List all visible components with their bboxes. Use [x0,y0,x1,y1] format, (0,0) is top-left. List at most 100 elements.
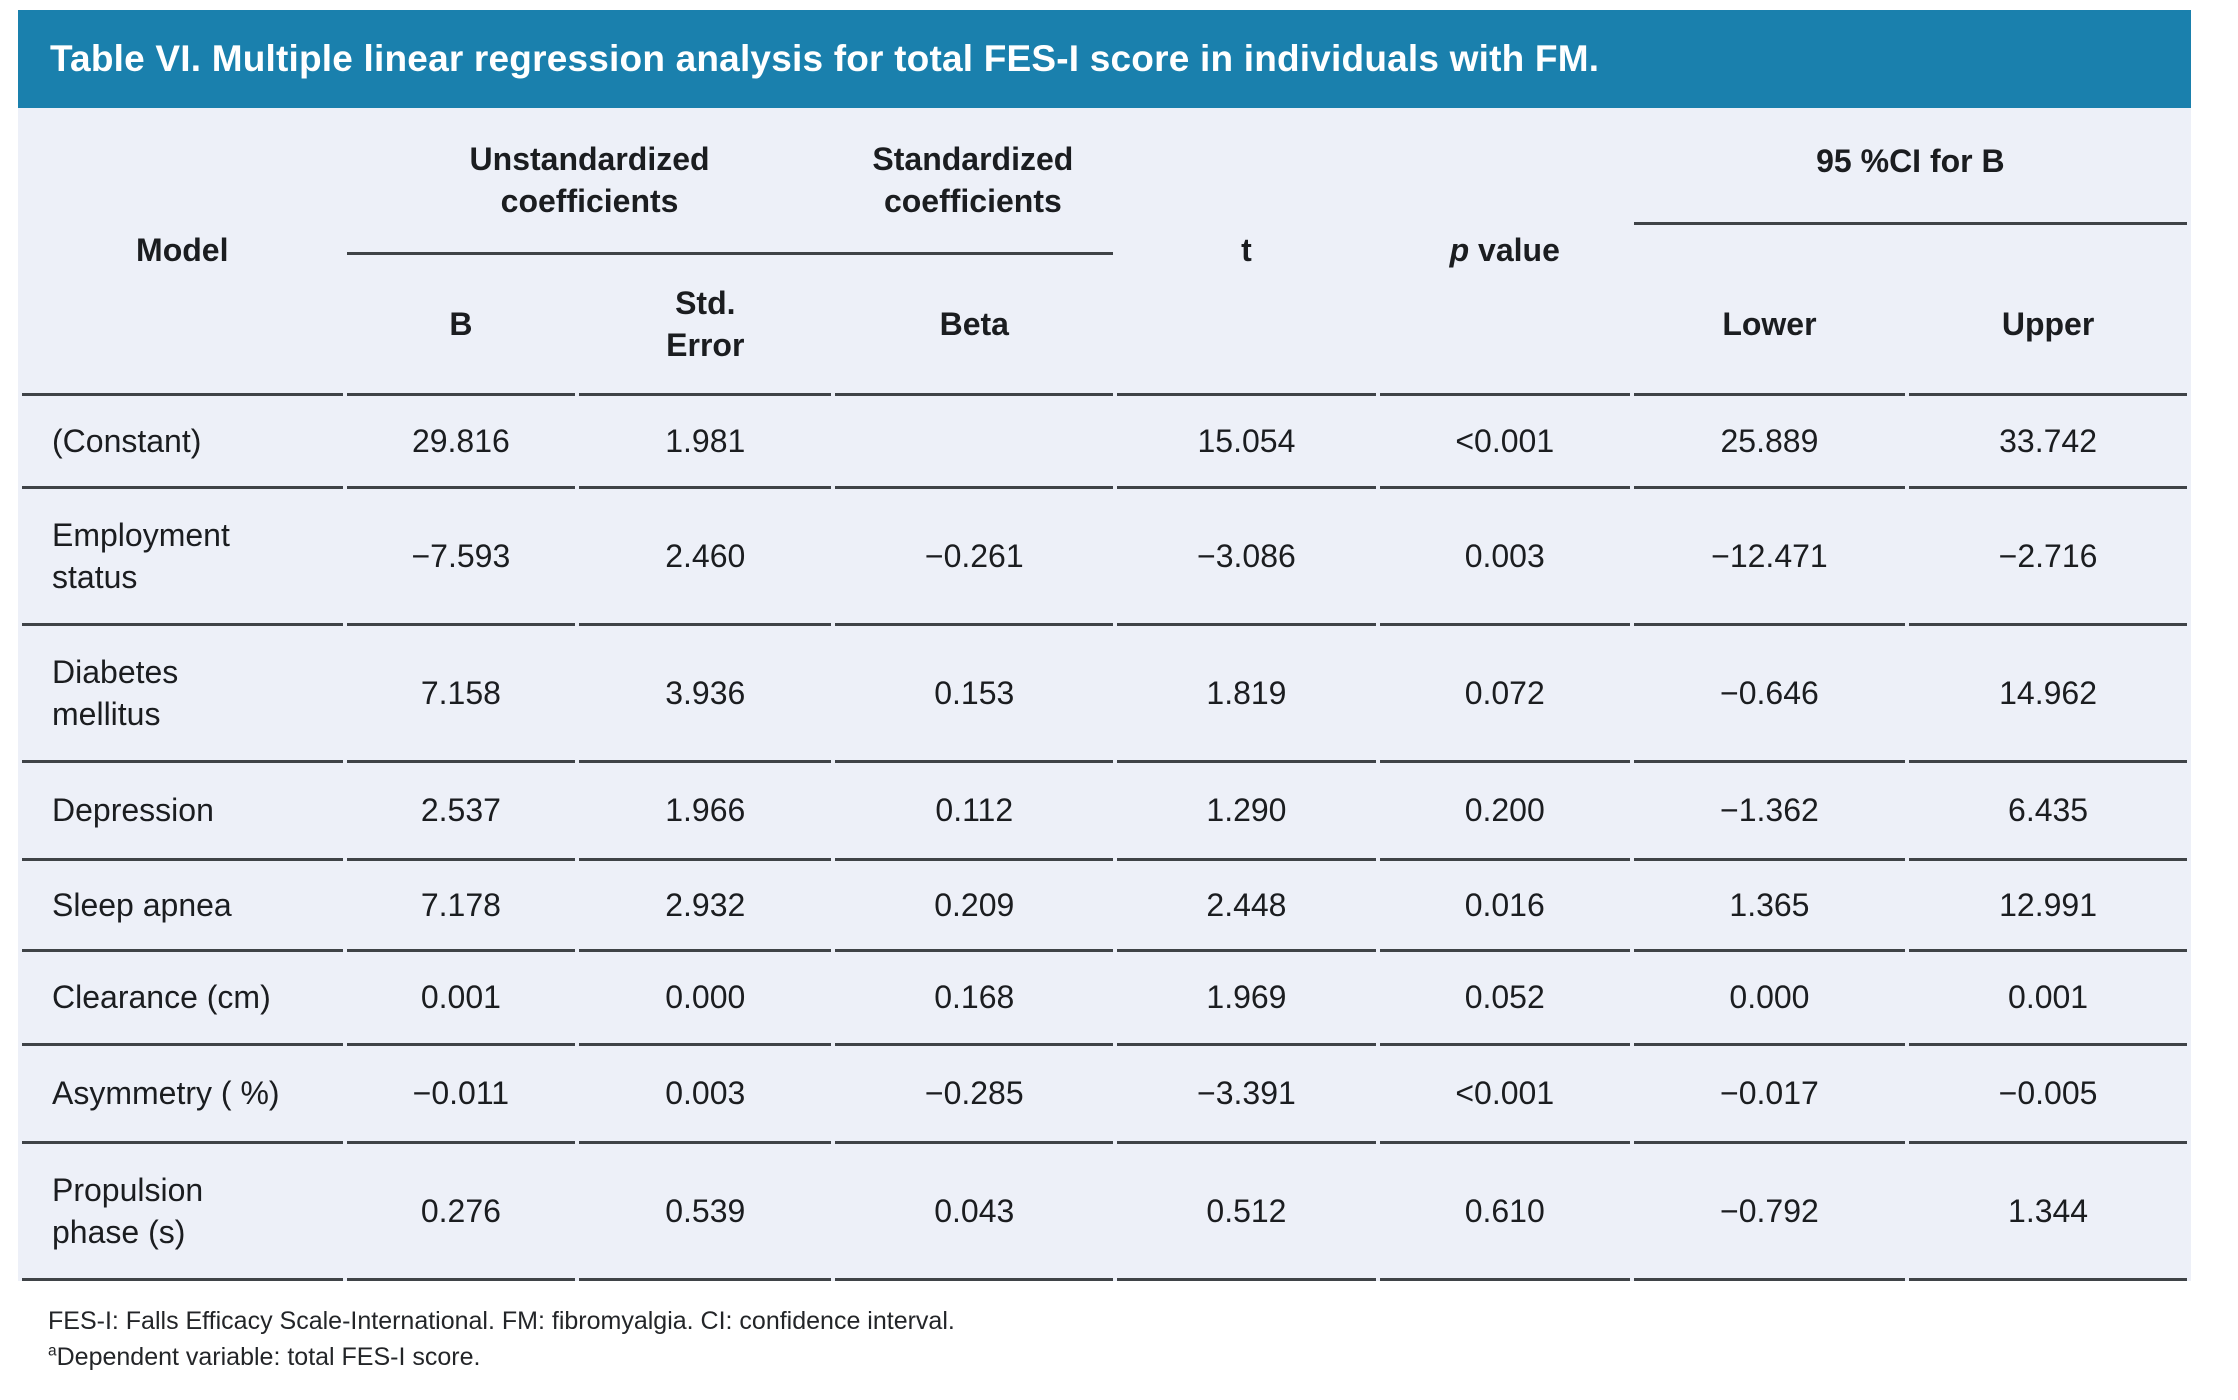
b-cell: 2.537 [346,760,576,858]
lower-cell: 25.889 [1633,393,1906,486]
std-error-cell: 1.981 [579,393,832,486]
t-cell: −3.086 [1117,486,1376,623]
table-body: (Constant) 29.816 1.981 15.054 <0.001 25… [22,393,2187,1281]
group-header-standardized: Standardized coefficients [872,140,1074,219]
model-cell: Propulsion phase (s) [22,1141,343,1281]
b-cell: −0.011 [346,1043,576,1141]
column-header-std-error: Std. Error [666,284,745,363]
t-cell: 15.054 [1117,393,1376,486]
beta-cell: 0.153 [835,623,1114,760]
std-error-cell: 0.539 [579,1141,832,1281]
column-header-t: t [1241,232,1252,269]
lower-cell: 1.365 [1633,858,1906,949]
upper-cell: 14.962 [1909,623,2187,760]
b-cell: 29.816 [346,393,576,486]
column-header-lower: Lower [1722,305,1817,342]
column-header-model: Model [136,232,229,269]
footnote-abbreviations: FES-I: Falls Efficacy Scale-Internationa… [48,1307,955,1335]
p-cell: 0.003 [1379,486,1630,623]
column-header-b: B [449,305,473,342]
beta-cell: 0.168 [835,949,1114,1043]
p-cell: 0.072 [1379,623,1630,760]
beta-cell: −0.261 [835,486,1114,623]
t-cell: 1.969 [1117,949,1376,1043]
std-error-cell: 2.460 [579,486,832,623]
beta-cell [835,393,1114,486]
t-cell: 1.819 [1117,623,1376,760]
footnote-superscript-a: a [48,1342,57,1360]
model-cell: Clearance (cm) [22,949,343,1043]
ci-label: 95 %CI for B [1816,143,2005,179]
table-row: Clearance (cm) 0.001 0.000 0.168 1.969 0… [22,949,2187,1043]
beta-cell: 0.112 [835,760,1114,858]
table-header: Model Unstandardized coefficients Standa… [22,108,2187,393]
t-cell: 1.290 [1117,760,1376,858]
p-cell: <0.001 [1379,1043,1630,1141]
upper-cell: 6.435 [1909,760,2187,858]
table-title: Table VI. Multiple linear regression ana… [50,38,1600,79]
b-cell: 7.178 [346,858,576,949]
regression-table: Model Unstandardized coefficients Standa… [18,108,2191,1281]
table-row: Depression 2.537 1.966 0.112 1.290 0.200… [22,760,2187,858]
table-row: Asymmetry ( %) −0.011 0.003 −0.285 −3.39… [22,1043,2187,1141]
model-cell: Depression [22,760,343,858]
p-cell: <0.001 [1379,393,1630,486]
footnote-dependent-variable-text: Dependent variable: total FES-I score. [56,1343,481,1372]
lower-cell: −12.471 [1633,486,1906,623]
p-cell: 0.016 [1379,858,1630,949]
std-error-cell: 0.000 [579,949,832,1043]
upper-cell: 12.991 [1909,858,2187,949]
model-cell: Sleep apnea [22,858,343,949]
std-error-cell: 3.936 [579,623,832,760]
model-cell: Asymmetry ( %) [22,1043,343,1141]
lower-cell: 0.000 [1633,949,1906,1043]
p-cell: 0.610 [1379,1141,1630,1281]
column-header-p-value: p value [1380,108,1630,393]
column-header-beta: Beta [939,305,1009,342]
model-cell: (Constant) [22,393,343,486]
table-title-bar: Table VI. Multiple linear regression ana… [18,10,2191,108]
upper-cell: −0.005 [1909,1043,2187,1141]
beta-cell: 0.209 [835,858,1114,949]
column-header-upper: Upper [2001,305,2095,342]
std-error-cell: 0.003 [579,1043,832,1141]
footnotes: FES-I: Falls Efficacy Scale-Internationa… [18,1281,2191,1376]
b-cell: 0.001 [346,949,576,1043]
upper-cell: 0.001 [1909,949,2187,1043]
beta-cell: −0.285 [835,1043,1114,1141]
table-row: Diabetes mellitus 7.158 3.936 0.153 1.81… [22,623,2187,760]
model-cell: Diabetes mellitus [22,623,343,760]
footnote-dependent-variable: aDependent variable: total FES-I score. [48,1339,2191,1375]
lower-cell: −0.646 [1633,623,1906,760]
group-header-ci: 95 %CI for B [1633,108,2187,255]
b-cell: 7.158 [346,623,576,760]
beta-cell: 0.043 [835,1141,1114,1281]
t-cell: −3.391 [1117,1043,1376,1141]
table-row: Propulsion phase (s) 0.276 0.539 0.043 0… [22,1141,2187,1281]
p-value-label: value [1469,232,1560,269]
std-error-cell: 2.932 [579,858,832,949]
b-cell: −7.593 [346,486,576,623]
b-cell: 0.276 [346,1141,576,1281]
p-cell: 0.200 [1379,760,1630,858]
lower-cell: −0.017 [1633,1043,1906,1141]
group-header-coefficients: Unstandardized coefficients Standardized… [346,108,1114,255]
lower-cell: −0.792 [1633,1141,1906,1281]
std-error-cell: 1.966 [579,760,832,858]
table-row: Sleep apnea 7.178 2.932 0.209 2.448 0.01… [22,858,2187,949]
ci-underline: 95 %CI for B [1633,130,2187,226]
table-row: Employment status −7.593 2.460 −0.261 −3… [22,486,2187,623]
t-cell: 2.448 [1117,858,1376,949]
upper-cell: 1.344 [1909,1141,2187,1281]
p-cell: 0.052 [1379,949,1630,1043]
group-header-unstandardized: Unstandardized coefficients [469,140,710,219]
t-cell: 0.512 [1117,1141,1376,1281]
table-card: Table VI. Multiple linear regression ana… [18,10,2191,1376]
upper-cell: −2.716 [1909,486,2187,623]
table-row: (Constant) 29.816 1.981 15.054 <0.001 25… [22,393,2187,486]
upper-cell: 33.742 [1909,393,2187,486]
model-cell: Employment status [22,486,343,623]
p-symbol: p [1449,232,1470,269]
lower-cell: −1.362 [1633,760,1906,858]
